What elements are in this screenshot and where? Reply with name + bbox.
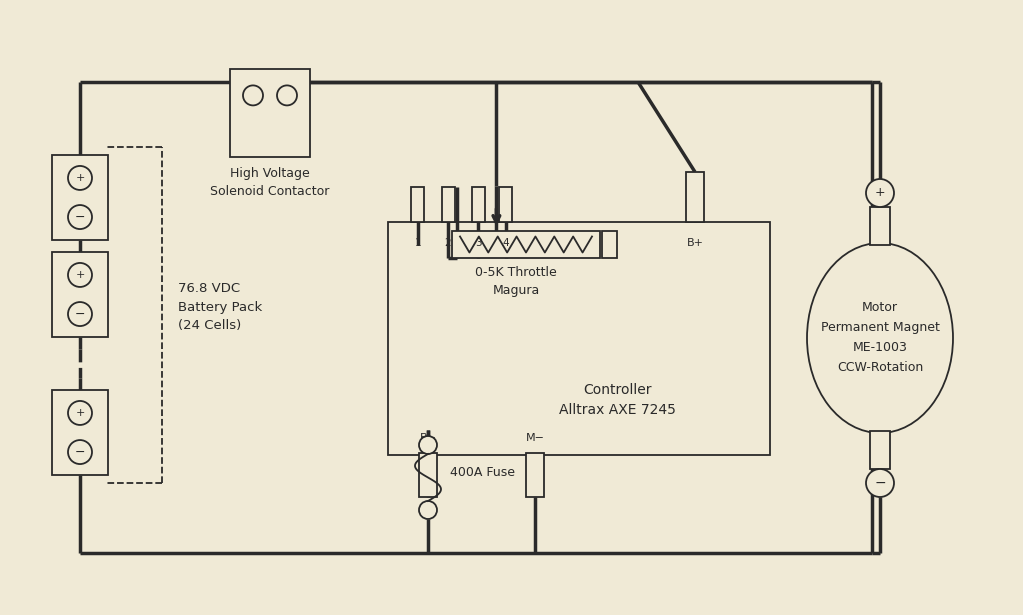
Text: 3: 3 <box>475 238 481 248</box>
Text: Controller
Alltrax AXE 7245: Controller Alltrax AXE 7245 <box>559 383 675 418</box>
Bar <box>870 207 890 245</box>
Text: Motor
Permanent Magnet
ME-1003
CCW-Rotation: Motor Permanent Magnet ME-1003 CCW-Rotat… <box>820 301 939 375</box>
Circle shape <box>866 179 894 207</box>
Bar <box>411 187 425 222</box>
Bar <box>419 453 437 497</box>
Text: −: − <box>75 210 85 223</box>
Circle shape <box>68 205 92 229</box>
Circle shape <box>68 263 92 287</box>
Text: B+: B+ <box>686 238 704 248</box>
Bar <box>686 172 704 222</box>
Text: 0-5K Throttle
Magura: 0-5K Throttle Magura <box>475 266 557 297</box>
Circle shape <box>419 436 437 454</box>
Text: −: − <box>75 308 85 320</box>
Bar <box>499 187 513 222</box>
Circle shape <box>68 166 92 190</box>
Text: 76.8 VDC
Battery Pack
(24 Cells): 76.8 VDC Battery Pack (24 Cells) <box>178 282 262 331</box>
Bar <box>452 231 601 258</box>
Bar <box>526 453 544 497</box>
Ellipse shape <box>807 243 953 433</box>
Circle shape <box>866 469 894 497</box>
Bar <box>472 187 485 222</box>
Text: +: + <box>76 408 85 418</box>
Bar <box>52 390 108 475</box>
Text: High Voltage
Solenoid Contactor: High Voltage Solenoid Contactor <box>211 167 329 198</box>
Text: 400A Fuse: 400A Fuse <box>450 466 515 479</box>
Text: +: + <box>76 173 85 183</box>
Bar <box>388 222 770 455</box>
Bar <box>52 155 108 240</box>
Text: M−: M− <box>526 433 544 443</box>
Text: B−: B− <box>419 433 437 443</box>
Bar <box>870 431 890 469</box>
Text: 4: 4 <box>502 238 509 248</box>
Circle shape <box>68 440 92 464</box>
Text: +: + <box>76 270 85 280</box>
Circle shape <box>243 85 263 105</box>
Text: +: + <box>875 186 885 199</box>
Text: 2: 2 <box>445 238 451 248</box>
Circle shape <box>419 501 437 519</box>
Bar <box>602 231 617 258</box>
Bar <box>230 69 310 157</box>
Text: 1: 1 <box>414 238 421 248</box>
Circle shape <box>68 401 92 425</box>
Text: −: − <box>875 476 886 490</box>
Text: −: − <box>75 445 85 459</box>
Bar <box>52 252 108 337</box>
Circle shape <box>277 85 297 105</box>
Bar <box>442 187 454 222</box>
Circle shape <box>68 302 92 326</box>
